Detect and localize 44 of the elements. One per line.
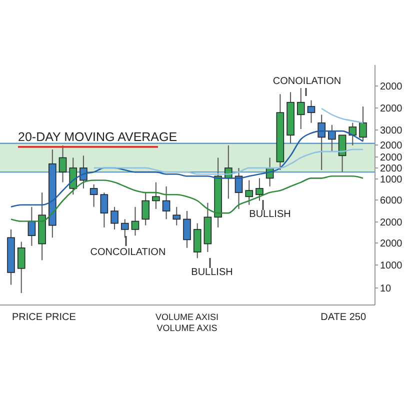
text: 6000 bbox=[380, 196, 403, 206]
annotation: 20-DAY MOVING AVERAGE bbox=[18, 130, 178, 144]
candlestick bbox=[307, 100, 316, 124]
candlestick bbox=[245, 180, 254, 206]
text: CONOILATION bbox=[272, 76, 342, 87]
candlestick bbox=[58, 144, 67, 183]
annotation: CONCOILATION bbox=[90, 247, 166, 258]
text: 2000 bbox=[380, 164, 403, 174]
text: DATE 250 bbox=[320, 312, 366, 323]
annotation: BULLISH bbox=[249, 209, 291, 220]
text: 2000 bbox=[380, 218, 403, 228]
candlestick bbox=[338, 134, 346, 173]
candlestick bbox=[359, 106, 367, 142]
candlestick bbox=[131, 206, 140, 236]
text: 2000 bbox=[380, 82, 403, 92]
candlestick bbox=[152, 182, 160, 210]
candlestick bbox=[80, 155, 88, 189]
candlestick bbox=[234, 167, 243, 210]
text: PRICE PRICE bbox=[12, 312, 76, 323]
candlestick bbox=[90, 184, 98, 208]
candlestick bbox=[296, 88, 305, 130]
text: 1000 bbox=[380, 174, 403, 186]
candlestick bbox=[193, 222, 202, 259]
candlestick bbox=[17, 241, 26, 294]
annotation: BULLISH bbox=[191, 267, 233, 278]
candlestick bbox=[172, 206, 181, 226]
candlestick bbox=[110, 206, 118, 230]
x-axis-title: VOLUME AXISI VOLUME AXIS bbox=[155, 312, 219, 333]
candlestick bbox=[100, 192, 108, 228]
text: 2000 bbox=[380, 104, 403, 114]
candlestick bbox=[256, 178, 264, 202]
candlestick bbox=[69, 157, 78, 196]
candlestick bbox=[162, 186, 170, 220]
text: 2000 bbox=[380, 152, 403, 164]
candlestick bbox=[318, 114, 326, 170]
candlestick bbox=[183, 210, 191, 248]
text: 3000 bbox=[380, 126, 403, 136]
text: 2000 bbox=[380, 140, 403, 152]
text: 2000 bbox=[380, 238, 403, 250]
text: 10 bbox=[380, 284, 392, 294]
candlestick bbox=[348, 122, 357, 146]
candlestick bbox=[328, 124, 336, 152]
text: 1000 bbox=[380, 260, 403, 272]
candlestick bbox=[142, 192, 150, 226]
